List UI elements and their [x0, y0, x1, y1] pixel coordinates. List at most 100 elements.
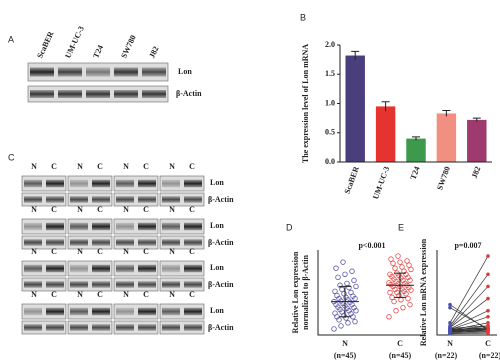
lane-label: N — [31, 247, 37, 256]
lane-label: C — [97, 247, 103, 256]
blot-band — [138, 196, 156, 203]
x-tick-label: C — [485, 339, 491, 348]
point — [338, 323, 344, 329]
y-tick-label: 1.5 — [325, 69, 335, 78]
blot-band — [92, 239, 110, 246]
point — [397, 259, 403, 265]
bar — [345, 55, 365, 162]
point — [387, 289, 393, 296]
lane-label: C — [189, 247, 195, 256]
point — [448, 305, 452, 310]
point — [486, 272, 490, 277]
lane-label: C — [97, 205, 103, 214]
lane-label: C — [51, 290, 57, 299]
point — [386, 314, 392, 320]
row-label: Lon — [210, 221, 224, 230]
blot-band — [116, 179, 134, 188]
blot-band — [142, 67, 166, 77]
point — [486, 308, 490, 313]
pair-line — [449, 310, 489, 330]
pair-line — [449, 304, 489, 331]
error-bar — [412, 136, 420, 141]
error-bar — [381, 101, 390, 112]
panel-label: B — [300, 12, 306, 22]
point — [332, 288, 338, 294]
point — [486, 284, 490, 289]
blot-band — [114, 90, 138, 98]
error-bar — [442, 110, 451, 117]
lane-label: T24 — [91, 44, 105, 60]
blot-band — [46, 179, 64, 188]
blot-band — [46, 222, 64, 231]
point — [340, 259, 346, 265]
lane-label: N — [31, 205, 37, 214]
blot-band — [162, 324, 180, 331]
blot-band — [116, 222, 134, 231]
bar — [467, 119, 487, 162]
point — [405, 295, 411, 302]
point — [389, 294, 395, 301]
annotation: p=0.007 — [454, 241, 481, 250]
lane-label: SW780 — [119, 34, 138, 60]
blot-band — [184, 281, 202, 288]
blot-band — [116, 264, 134, 273]
lane-label: N — [31, 162, 37, 171]
lane-label: C — [51, 247, 57, 256]
row-label: β-Actin — [208, 238, 234, 247]
point — [334, 292, 340, 299]
blot-band — [24, 239, 42, 246]
panel-label: E — [398, 222, 404, 232]
x-tick-label: UM-UC-3 — [371, 165, 391, 200]
row-label: Lon — [210, 306, 224, 315]
point — [342, 271, 348, 277]
bar — [436, 113, 457, 162]
lane-label: N — [169, 162, 175, 171]
blot-band — [162, 196, 180, 203]
sd-bar — [394, 272, 406, 298]
row-label: β-Actin — [208, 323, 234, 332]
blot-band — [46, 307, 64, 316]
lane-label: C — [97, 290, 103, 299]
lane-label: C — [51, 162, 57, 171]
point — [337, 282, 343, 288]
blot-band — [24, 307, 42, 316]
point — [346, 284, 352, 291]
blot-band — [58, 67, 82, 77]
blot-band — [184, 179, 202, 188]
blot-band — [92, 179, 110, 188]
blot-band — [24, 222, 42, 231]
blot-band — [46, 239, 64, 246]
lane-label: UM-UC-3 — [63, 25, 86, 60]
y-tick-label: 0.5 — [325, 128, 335, 137]
pair-line — [449, 307, 489, 330]
blot-band — [92, 324, 110, 331]
lane-label: J82 — [147, 45, 160, 60]
blot-band — [162, 264, 180, 273]
row-label: β-Actin — [176, 89, 202, 98]
x-tick-label: N — [342, 339, 348, 348]
point — [404, 258, 410, 264]
point — [448, 302, 452, 307]
point — [388, 256, 394, 262]
blot-band — [70, 179, 88, 188]
blot-band — [24, 196, 42, 203]
pair-line — [449, 331, 489, 334]
lane-label: N — [123, 290, 129, 299]
blot-band — [70, 324, 88, 331]
blot-band — [162, 239, 180, 246]
blot-band — [138, 307, 156, 316]
point — [448, 324, 452, 328]
point — [486, 314, 490, 319]
point — [348, 289, 354, 296]
blot-band — [184, 239, 202, 246]
point — [406, 262, 412, 268]
blot-band — [70, 307, 88, 316]
pair-line — [449, 286, 489, 328]
blot-band — [116, 196, 134, 203]
pair-line — [449, 316, 489, 330]
lane-label: N — [169, 290, 175, 299]
blot-band — [184, 324, 202, 331]
pair-line — [449, 255, 489, 324]
x-tick-label: T24 — [409, 165, 422, 181]
point — [399, 264, 405, 270]
